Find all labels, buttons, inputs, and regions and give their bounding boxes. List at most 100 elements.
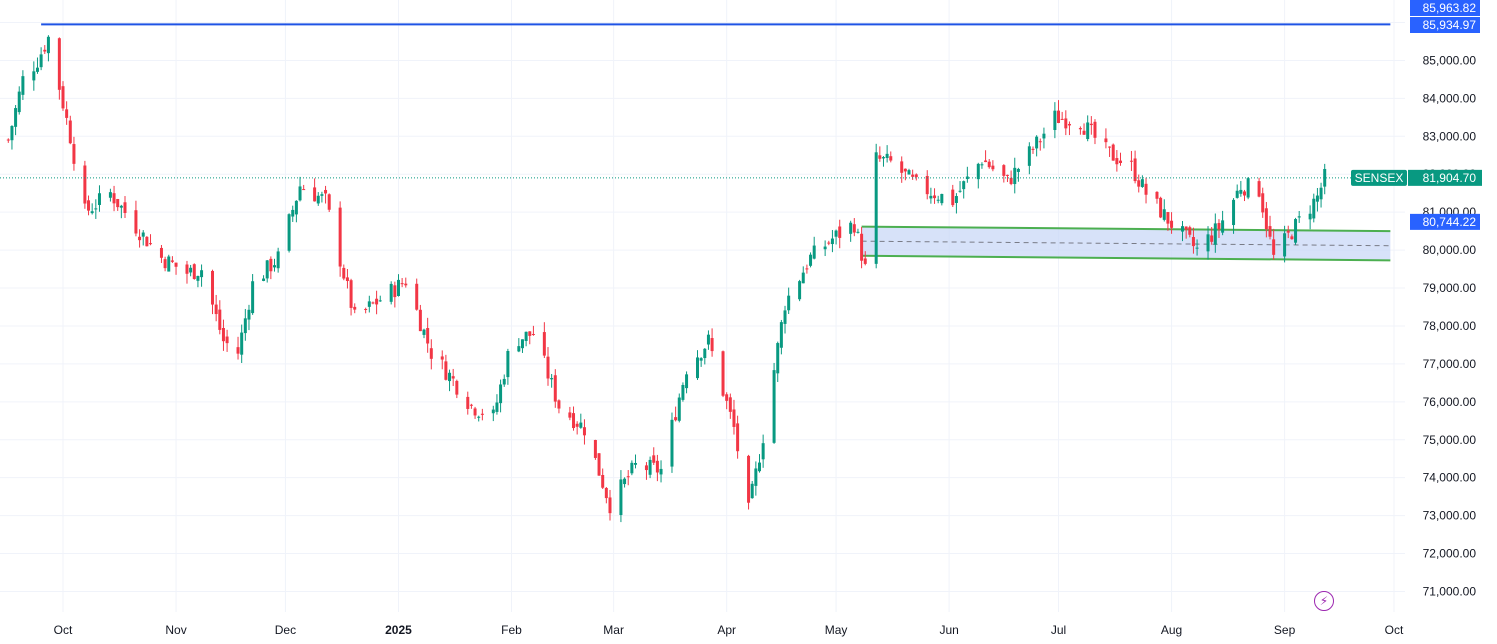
candle: [393, 281, 397, 308]
price-tick-label: 83,000.00: [1423, 129, 1477, 143]
candle: [422, 328, 426, 339]
candle: [685, 371, 689, 394]
time-tick-label: Nov: [165, 623, 186, 637]
candle: [1235, 184, 1239, 199]
candle: [320, 191, 324, 203]
candle: [1264, 202, 1268, 238]
time-tick-label: Jun: [939, 623, 958, 637]
candle: [1042, 127, 1046, 149]
candle: [243, 308, 247, 341]
candle: [1312, 193, 1316, 223]
candle: [601, 468, 605, 490]
candle: [499, 379, 503, 413]
candle: [776, 341, 780, 383]
candle: [455, 379, 459, 399]
candle: [933, 188, 937, 204]
candle: [448, 369, 452, 392]
candle: [670, 412, 674, 473]
candle: [954, 193, 958, 214]
time-tick-label: 2025: [385, 623, 412, 637]
candle: [1133, 150, 1137, 184]
candle: [976, 162, 980, 189]
candle: [761, 434, 765, 468]
candle: [987, 159, 991, 169]
price-tick-label: 79,000.00: [1423, 281, 1477, 295]
candle: [43, 45, 47, 54]
candle: [90, 203, 94, 215]
candle: [725, 392, 729, 410]
candle: [677, 393, 681, 423]
candle: [1308, 205, 1312, 230]
candle: [236, 336, 240, 360]
candle: [68, 115, 72, 145]
parallel-channel-drawing[interactable]: [861, 225, 1391, 262]
candle: [1188, 225, 1192, 238]
candle: [1246, 177, 1250, 200]
candle: [218, 300, 222, 335]
candle: [1104, 128, 1108, 149]
candle: [747, 454, 751, 510]
time-tick-label: Sep: [1274, 623, 1296, 637]
candle: [1013, 157, 1017, 194]
candle: [116, 198, 120, 211]
candle: [914, 173, 918, 181]
candle: [655, 454, 659, 482]
candle: [327, 193, 331, 212]
candle: [546, 347, 550, 386]
candle: [57, 37, 61, 100]
candle: [108, 188, 112, 202]
candle: [211, 269, 215, 315]
candle: [83, 160, 87, 209]
price-tick-label: 73,000.00: [1423, 509, 1477, 523]
candle: [652, 447, 656, 465]
channel-upper-line: [861, 225, 1391, 233]
candle: [528, 331, 532, 345]
candle: [1206, 226, 1210, 260]
candle: [623, 477, 627, 488]
candle: [353, 303, 357, 314]
candle: [1261, 187, 1265, 218]
candle: [1093, 119, 1097, 145]
candle: [593, 439, 597, 460]
time-tick-label: Apr: [717, 623, 736, 637]
candle: [1297, 210, 1301, 223]
candle: [830, 230, 834, 253]
candle: [582, 419, 586, 445]
candle: [440, 350, 444, 370]
candle: [123, 196, 127, 218]
price-line-badge: 85,934.97: [1410, 17, 1480, 33]
candle: [389, 281, 393, 305]
candle: [1272, 228, 1276, 260]
candle: [885, 145, 889, 163]
candle: [728, 393, 732, 419]
candle: [1180, 221, 1184, 242]
candle: [787, 287, 791, 314]
candle: [21, 70, 25, 101]
candle: [838, 219, 842, 249]
candle: [750, 480, 754, 499]
candle: [141, 230, 145, 246]
candle: [1162, 199, 1166, 222]
candle: [863, 251, 867, 266]
candle: [1137, 174, 1141, 193]
candle: [119, 204, 123, 219]
time-axis[interactable]: Oct Nov Dec 2025 Feb Mar Apr May Jun Jul Aug Sep Oct: [54, 623, 1404, 637]
candle: [1005, 174, 1009, 183]
candle: [597, 453, 601, 476]
candle: [404, 277, 408, 288]
candle: [1053, 102, 1057, 139]
candle: [313, 178, 317, 202]
candle: [1115, 150, 1119, 172]
candle: [1086, 115, 1090, 142]
candle: [1002, 164, 1006, 183]
candle: [1057, 100, 1061, 124]
candle: [524, 331, 528, 347]
price-axis[interactable]: 71,000.00 72,000.00 73,000.00 74,000.00 75,0…: [1423, 53, 1477, 598]
lightning-bolt-icon[interactable]: ⚡: [1314, 591, 1334, 611]
time-tick-label: Jul: [1051, 623, 1066, 637]
candle: [626, 470, 630, 486]
candle: [911, 169, 915, 180]
candle: [856, 228, 860, 234]
price-tick-label: 78,000.00: [1423, 319, 1477, 333]
